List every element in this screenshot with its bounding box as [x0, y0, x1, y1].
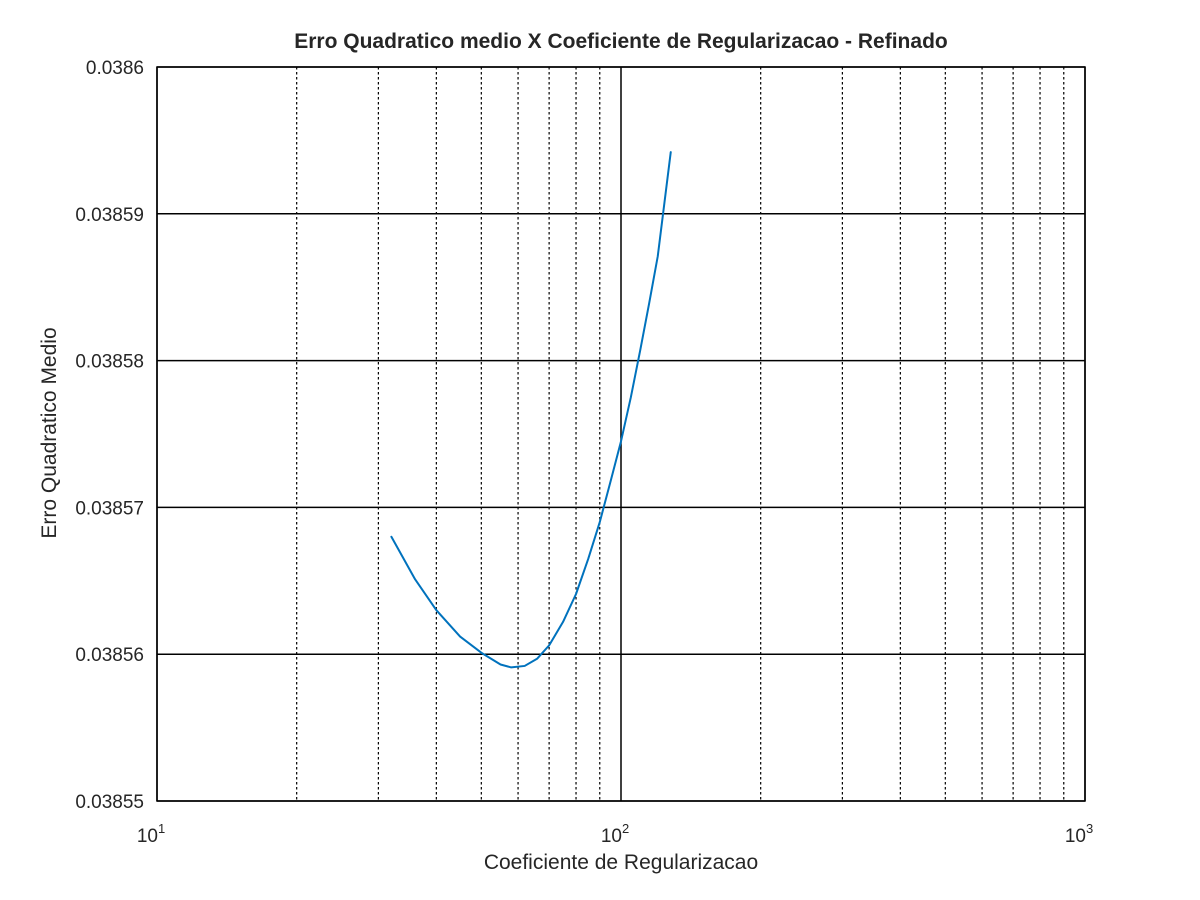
- y-axis-label: Erro Quadratico Medio: [38, 327, 61, 538]
- y-tick-label: 0.03855: [75, 792, 144, 813]
- y-tick-label: 0.03858: [75, 352, 144, 373]
- tick-labels: 0.03855 0.03856 0.03857 0.03858 0.03859 0.038…: [75, 58, 1093, 847]
- y-tick-label: 0.0386: [86, 58, 144, 79]
- series-layer: [390, 151, 672, 669]
- series-line-1: [390, 151, 672, 669]
- y-tick-label: 0.03856: [75, 645, 144, 666]
- plot-frame: [156, 66, 1086, 802]
- y-tick-label: 0.03859: [75, 205, 144, 226]
- x-axis-label: Coeficiente de Regularizacao: [484, 851, 758, 874]
- x-tick-label: 102: [601, 821, 629, 847]
- x-tick-label: 101: [137, 821, 165, 847]
- x-tick-label: 103: [1065, 821, 1093, 847]
- y-tick-label: 0.03857: [75, 498, 144, 519]
- chart-title: Erro Quadratico medio X Coeficiente de R…: [294, 30, 947, 53]
